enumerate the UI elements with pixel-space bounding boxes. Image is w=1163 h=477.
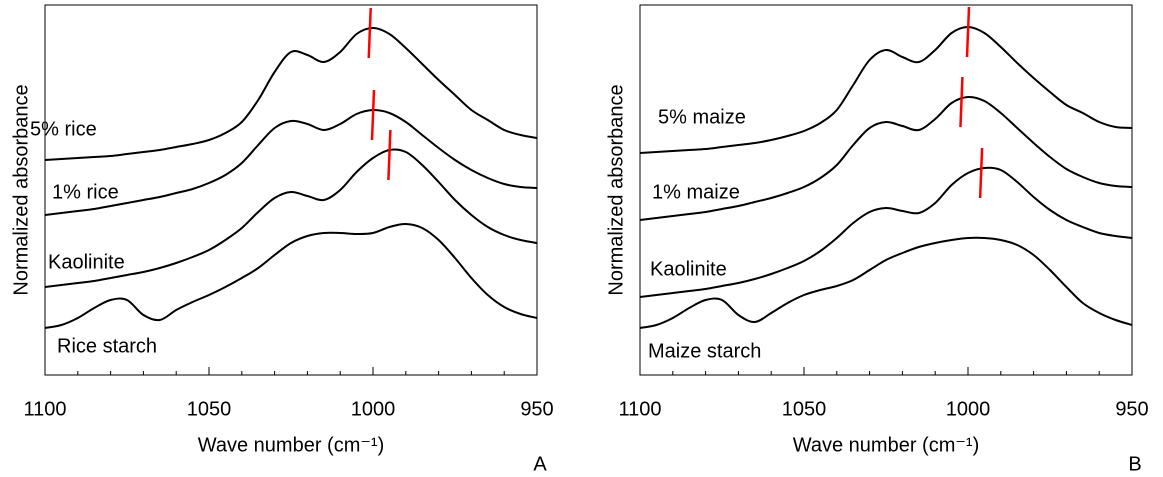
x-tick-label: 950	[1115, 398, 1148, 420]
peak-marker	[367, 7, 372, 59]
series-label: 5% maize	[658, 106, 746, 128]
spectrum-line	[639, 25, 1133, 154]
x-axis-title: Wave number (cm⁻¹)	[793, 434, 980, 456]
peak-marker	[370, 89, 376, 141]
series-label: Maize starch	[648, 340, 761, 362]
peak-marker	[387, 129, 392, 181]
panel-label: B	[1128, 453, 1141, 475]
series-label: 5% rice	[30, 118, 97, 140]
x-tick-label: 1100	[23, 398, 66, 420]
panel-label: A	[533, 453, 547, 475]
plot-frame	[639, 4, 1133, 376]
spectrum-line	[44, 148, 538, 288]
x-axis-title: Wave number (cm⁻¹)	[198, 434, 385, 456]
peak-marker	[965, 6, 971, 58]
peak-marker	[959, 76, 964, 128]
spectrum-line	[44, 26, 538, 161]
x-tick-label: 1050	[187, 398, 232, 420]
x-tick-label: 1100	[618, 398, 661, 420]
series-label: Kaolinite	[650, 258, 727, 280]
plot-frame	[44, 4, 538, 376]
spectrum-line	[44, 222, 538, 329]
x-tick-label: 950	[520, 398, 553, 420]
series-label: 1% rice	[52, 181, 119, 203]
spectrum-line	[44, 108, 538, 216]
spectrum-line	[639, 166, 1133, 298]
y-axis-title: Normalized absorbance	[10, 84, 32, 295]
series-label: 1% maize	[652, 181, 740, 203]
x-tick-label: 1000	[946, 398, 991, 420]
spectrum-line	[639, 236, 1133, 329]
x-tick-label: 1000	[351, 398, 396, 420]
series-label: Kaolinite	[48, 251, 125, 273]
x-tick-label: 1050	[782, 398, 827, 420]
series-label: Rice starch	[57, 335, 157, 357]
y-axis-title: Normalized absorbance	[605, 84, 627, 295]
spectrum-line	[639, 95, 1133, 221]
peak-marker	[978, 147, 984, 199]
